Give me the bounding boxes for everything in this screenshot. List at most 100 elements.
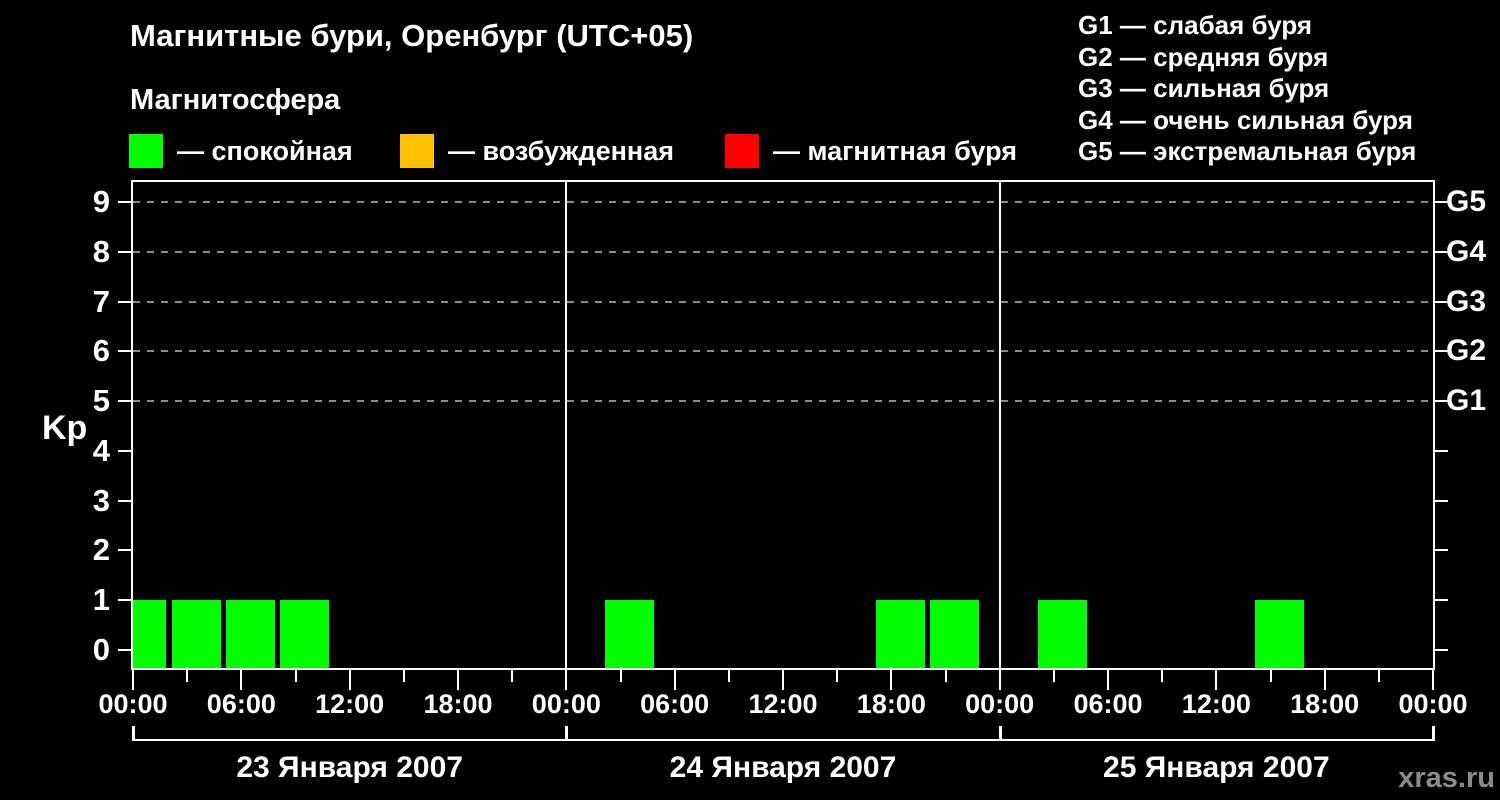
date-bracket-tick-1	[565, 726, 569, 741]
right-axis-label-G2: G2	[1446, 334, 1487, 368]
y-tick-label-4: 4	[92, 432, 110, 468]
x-tick-minor	[619, 670, 622, 682]
y-tick-right-0	[1435, 649, 1448, 651]
kp-bar	[1255, 600, 1304, 668]
right-axis-label-G1: G1	[1446, 384, 1487, 418]
legend-swatch-storm	[725, 134, 759, 168]
y-tick-right-7	[1435, 300, 1448, 303]
kp-bar	[1038, 600, 1088, 668]
date-bracket-tick-2	[998, 726, 1002, 741]
grid-line-kp9	[133, 200, 1433, 203]
x-tick-major	[565, 670, 568, 690]
right-axis-label-G5: G5	[1446, 184, 1487, 218]
plot-area	[118, 180, 1448, 690]
grid-line-kp5	[133, 400, 1433, 403]
legend-label-storm: — магнитная буря	[773, 135, 1017, 166]
x-tick-minor	[944, 670, 947, 682]
y-tick-right-8	[1435, 250, 1448, 253]
g-legend-line-3: G3 — сильная буря	[1078, 73, 1330, 103]
x-tick-major	[240, 670, 243, 690]
kp-bar	[280, 600, 329, 668]
x-tick-label-18h: 18:00	[423, 689, 493, 719]
y-axis-title: Kp	[42, 409, 88, 447]
kp-bar	[605, 600, 654, 668]
x-tick-label-66h: 18:00	[1290, 689, 1360, 719]
x-tick-label-72h: 00:00	[1398, 689, 1468, 719]
y-tick-label-2: 2	[92, 532, 110, 568]
x-tick-label-42h: 18:00	[856, 689, 926, 719]
legend-label-quiet: — спокойная	[177, 135, 353, 166]
g-legend-line-4: G4 — очень сильная буря	[1078, 104, 1413, 135]
y-tick-label-6: 6	[92, 333, 110, 369]
x-tick-major	[1107, 670, 1109, 690]
x-tick-minor	[1052, 670, 1055, 682]
y-tick-left-3	[118, 499, 131, 502]
kp-bar	[930, 600, 979, 668]
x-tick-minor	[402, 670, 405, 682]
y-tick-right-2	[1435, 549, 1448, 552]
right-axis-label-G3: G3	[1446, 284, 1487, 318]
grid-line-kp8	[133, 250, 1433, 253]
legend-item-quiet: — спокойная	[129, 132, 353, 170]
y-tick-right-5	[1435, 400, 1448, 403]
kp-bar	[875, 600, 925, 668]
x-tick-label-30h: 06:00	[640, 689, 710, 719]
g-legend-line-2: G2 — средняя буря	[1078, 41, 1329, 72]
x-tick-minor	[1161, 670, 1164, 682]
chart-title: Магнитные бури, Оренбург (UTC+05)	[130, 18, 694, 53]
y-tick-label-5: 5	[92, 383, 110, 419]
y-tick-right-4	[1435, 449, 1448, 452]
x-tick-major	[1432, 670, 1434, 690]
y-tick-left-7	[118, 300, 131, 303]
x-tick-minor	[511, 670, 514, 682]
date-bracket-line	[133, 739, 1435, 741]
y-tick-left-6	[118, 350, 131, 353]
y-tick-label-3: 3	[92, 482, 110, 518]
y-tick-right-6	[1435, 350, 1448, 353]
kp-bar	[171, 600, 221, 668]
x-tick-minor	[294, 670, 297, 682]
x-tick-major	[782, 670, 784, 690]
legend-item-unsettled: — возбужденная	[400, 132, 674, 170]
day-separator-1	[565, 182, 568, 668]
storm-scale-legend: G1 — слабая буря G2 — средняя буря G3 — си…	[1078, 10, 1416, 168]
g-legend-line-5: G5 — экстремальная буря	[1078, 136, 1417, 166]
x-tick-major	[998, 670, 1001, 690]
y-tick-left-1	[118, 599, 131, 602]
x-tick-minor	[186, 670, 189, 682]
y-tick-left-2	[118, 549, 131, 552]
g-legend-line-1: G1 — слабая буря	[1078, 10, 1313, 40]
legend-item-storm: — магнитная буря	[725, 132, 1017, 170]
date-bracket-tick-3	[1432, 726, 1435, 741]
x-tick-major	[132, 670, 134, 690]
x-tick-major	[1323, 670, 1326, 690]
y-tick-label-8: 8	[92, 233, 110, 269]
kp-bar	[133, 600, 167, 668]
x-tick-minor	[1269, 670, 1272, 682]
grid-line-kp7	[133, 300, 1433, 303]
x-tick-label-24h: 00:00	[531, 689, 601, 719]
x-tick-label-54h: 06:00	[1073, 689, 1143, 719]
y-tick-left-5	[118, 400, 131, 403]
y-tick-right-1	[1435, 599, 1448, 602]
y-tick-label-9: 9	[92, 183, 110, 219]
x-tick-minor	[1377, 670, 1380, 682]
x-tick-label-6h: 06:00	[206, 689, 276, 719]
watermark: xras.ru	[1398, 762, 1495, 794]
y-tick-left-0	[118, 649, 131, 651]
y-tick-right-9	[1435, 200, 1448, 203]
date-label-0: 23 Января 2007	[236, 751, 463, 784]
legend-swatch-quiet	[129, 134, 163, 168]
x-tick-label-48h: 00:00	[965, 689, 1035, 719]
x-tick-major	[890, 670, 893, 690]
x-tick-minor	[836, 670, 839, 682]
y-tick-right-3	[1435, 499, 1448, 502]
x-tick-major	[457, 670, 459, 690]
kp-bar	[225, 600, 275, 668]
y-tick-label-0: 0	[92, 632, 110, 667]
y-tick-label-1: 1	[92, 582, 110, 618]
date-label-1: 24 Января 2007	[669, 751, 897, 784]
date-label-2: 25 Января 2007	[1103, 751, 1330, 784]
x-tick-label-36h: 12:00	[748, 689, 818, 719]
